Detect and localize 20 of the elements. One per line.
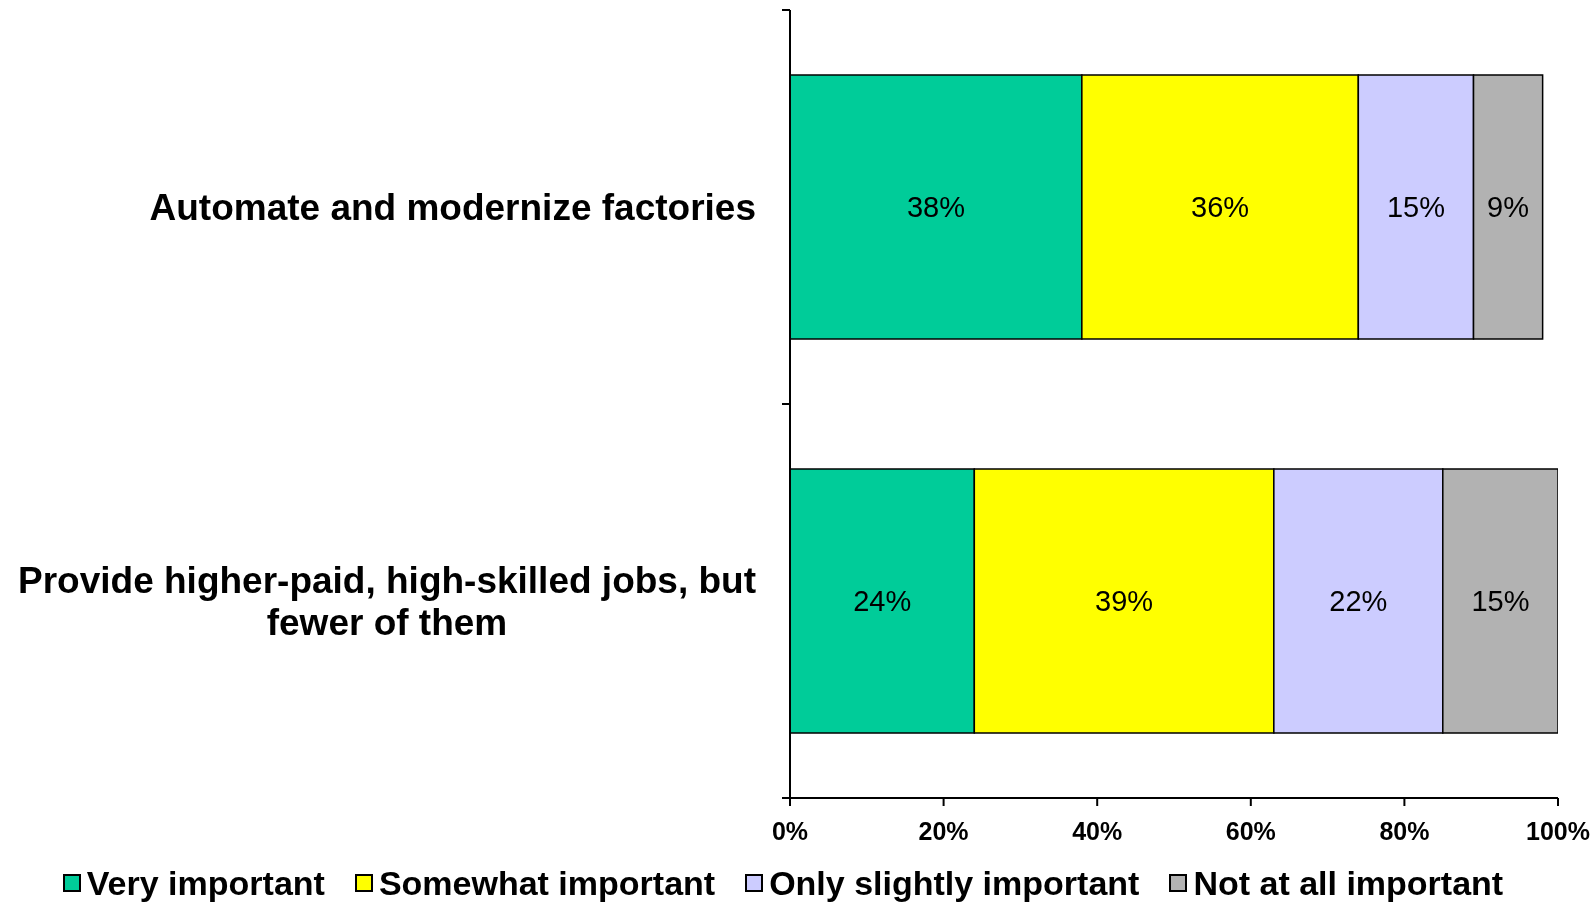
data-label: 38%	[906, 191, 965, 224]
x-tick-label: 80%	[1379, 816, 1430, 845]
x-tick-label: 40%	[1072, 816, 1123, 845]
legend-label: Very important	[86, 863, 325, 903]
data-label: 22%	[1329, 585, 1388, 618]
data-label: 15%	[1471, 585, 1530, 618]
legend-label: Somewhat important	[378, 863, 716, 903]
y-tick-label: Automate and modernize factories	[149, 186, 756, 228]
y-tick-label: Provide higher-paid, high-skilled jobs, but fewer of them	[18, 559, 756, 643]
data-label: 9%	[1487, 191, 1530, 224]
legend-label: Not at all important	[1193, 863, 1504, 903]
data-label: 36%	[1191, 191, 1250, 224]
data-label: 24%	[853, 585, 912, 618]
data-label: 15%	[1386, 191, 1445, 224]
x-tick-label: 20%	[918, 816, 969, 845]
x-tick-label: 100%	[1526, 816, 1590, 845]
legend-label: Only slightly important	[769, 863, 1140, 903]
data-label: 39%	[1095, 585, 1154, 618]
x-tick-label: 0%	[771, 816, 809, 845]
x-tick-label: 60%	[1225, 816, 1276, 845]
